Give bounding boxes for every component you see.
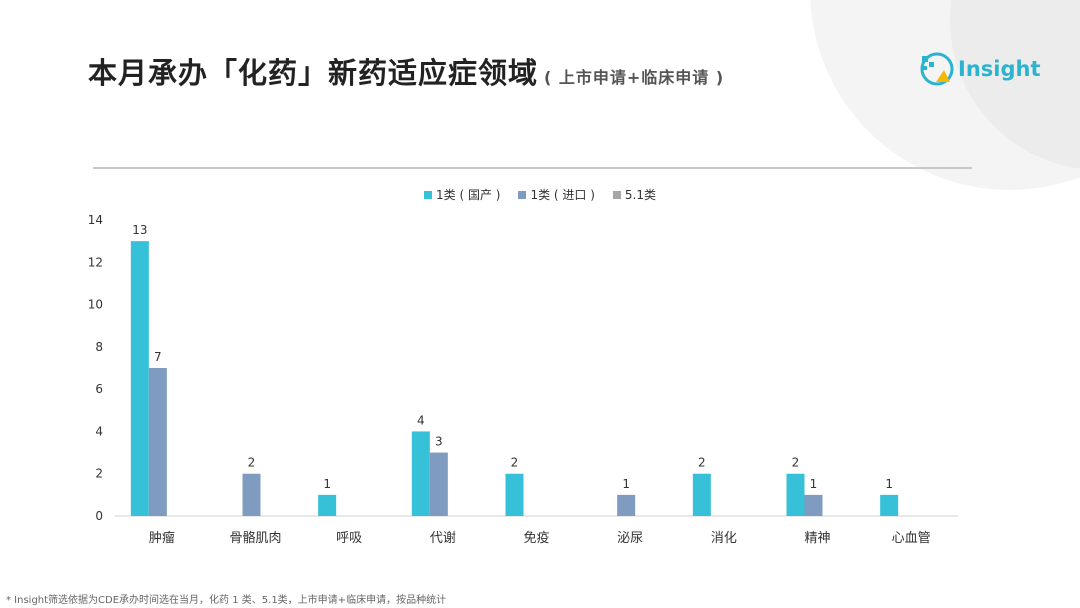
logo-text: Insight [958,57,1041,81]
x-tick-label: 肿瘤 [149,530,175,546]
bar [880,494,899,516]
data-label: 1 [885,477,893,491]
y-tick-label: 8 [95,340,103,354]
data-label: 2 [511,456,519,470]
bar [429,452,448,516]
data-label: 3 [435,435,443,449]
y-tick-label: 12 [88,255,103,269]
x-tick-label: 免疫 [523,530,549,546]
bar [130,241,149,516]
bar [692,473,711,516]
data-label: 1 [622,477,630,491]
legend-item-series2: 1类 ( 进口 ) [518,186,595,203]
legend-label-series2: 1类 ( 进口 ) [530,188,595,202]
legend-label-series3: 5.1类 [624,188,656,202]
data-label: 2 [248,456,256,470]
bar [617,494,636,516]
bar [242,473,261,516]
y-tick-label: 6 [95,382,103,396]
x-tick-label: 代谢 [430,530,456,546]
bar [148,368,167,516]
insight-logo-icon [920,52,954,86]
footnote: * Insight筛选依据为CDE承办时间选在当月，化药 1 类、5.1类，上市… [6,595,447,606]
y-tick-label: 10 [88,298,103,312]
title-divider [93,167,972,169]
x-tick-label: 呼吸 [336,531,362,546]
data-label: 1 [810,477,818,491]
bar [505,473,524,516]
brand-logo: Insight [920,52,1040,86]
y-tick-label: 4 [95,424,103,438]
legend-swatch-series1 [424,190,432,199]
data-label: 2 [698,456,706,470]
y-tick-label: 0 [95,509,103,523]
bar [318,494,337,516]
page-title: 本月承办「化药」新药适应症领域 [88,56,539,90]
page-subtitle: ( 上市申请+临床申请 ) [544,68,725,87]
legend-swatch-series3 [612,190,621,199]
data-label: 1 [323,477,331,491]
x-tick-label: 泌尿 [617,531,643,546]
legend-item-series1: 1类 ( 国产 ) [424,186,500,203]
bar [411,431,430,516]
legend-item-series3: 5.1类 [612,186,656,203]
chart-legend: 1类 ( 国产 ) 1类 ( 进口 ) 5.1类 [0,186,1080,203]
y-tick-label: 2 [95,467,103,481]
legend-swatch-series2 [518,190,527,199]
legend-label-series1: 1类 ( 国产 ) [436,188,501,202]
x-tick-label: 骨骼肌肉 [229,530,281,546]
x-tick-label: 精神 [804,531,830,546]
data-label: 4 [417,413,425,427]
bar [786,473,805,516]
x-tick-label: 心血管 [892,531,931,546]
y-tick-label: 14 [88,213,103,227]
x-tick-label: 消化 [711,531,737,546]
data-label: 7 [154,350,162,364]
bar [804,494,823,516]
title-row: 本月承办「化药」新药适应症领域 ( 上市申请+临床申请 ) [88,50,724,92]
data-label: 2 [792,456,800,470]
data-label: 13 [132,223,147,237]
bar-chart: 02468101214137肿瘤2骨骼肌肉1呼吸43代谢2免疫1泌尿2消化21精… [88,213,958,546]
